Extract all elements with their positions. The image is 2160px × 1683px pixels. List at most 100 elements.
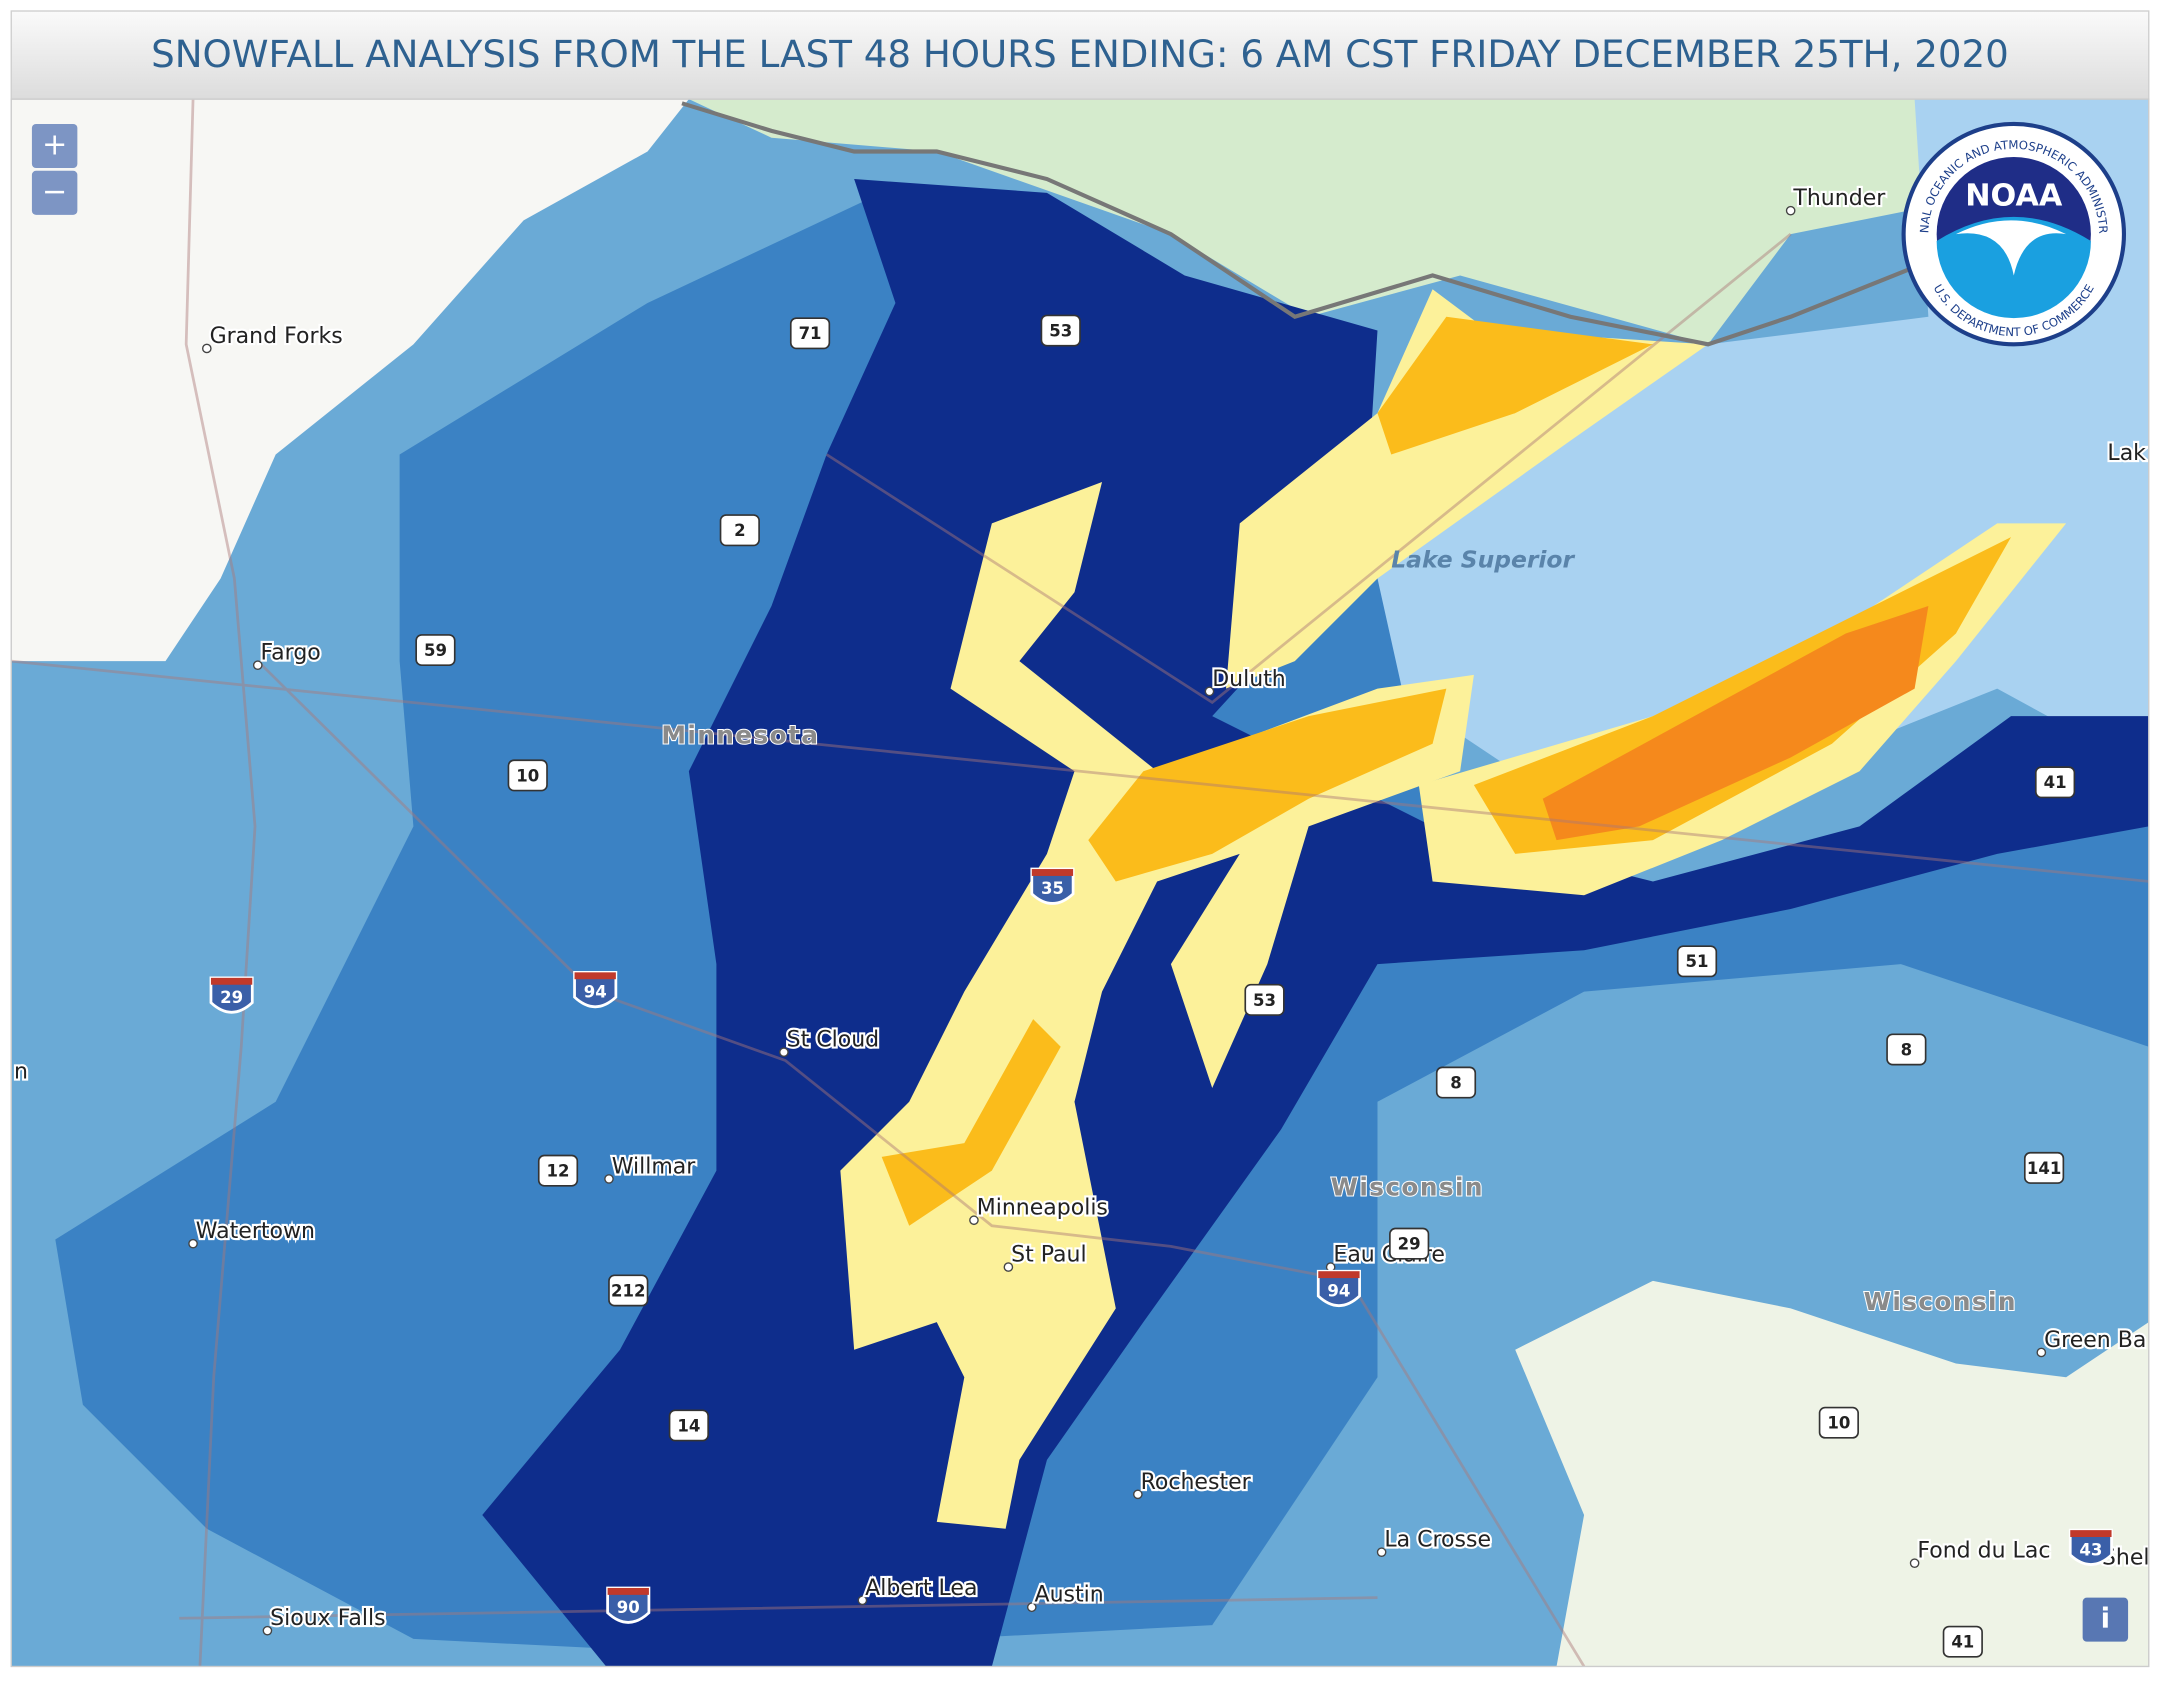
- highway-label: 53: [1253, 991, 1276, 1010]
- interstate-shield: [209, 976, 254, 1014]
- info-label[interactable]: i: [2101, 1603, 2110, 1635]
- logo-bird: [1955, 220, 2067, 276]
- place-dot: [252, 660, 263, 671]
- place-label: Sioux Falls: [270, 1606, 385, 1631]
- highway-shield: 10: [507, 759, 548, 792]
- route-shield: [2034, 766, 2076, 799]
- route-shield: [719, 514, 760, 547]
- place-dot: [188, 1238, 198, 1249]
- place-label: Thunder: [1792, 186, 1886, 211]
- place-dot: [779, 1047, 789, 1058]
- route-shield: [1435, 1066, 1477, 1099]
- place-dot: [2036, 1347, 2047, 1358]
- highway-shield: 41: [2034, 766, 2076, 799]
- highway-label: 53: [1049, 321, 1072, 340]
- place-label: Duluth: [1212, 667, 1286, 692]
- highway-shield: 53: [1040, 314, 1081, 347]
- land: [11, 99, 689, 662]
- highway-shield: 35: [1030, 867, 1075, 905]
- route-shield: [1886, 1033, 1927, 1066]
- zoom-in-button[interactable]: [31, 123, 78, 169]
- place-dot: [857, 1595, 868, 1606]
- highway-label: 212: [611, 1281, 645, 1300]
- interstate-shield: [606, 1586, 651, 1624]
- snow-extreme: [881, 1019, 1061, 1226]
- place-dot: [1204, 686, 1215, 697]
- route-shield: [2023, 1151, 2065, 1184]
- route-shield: [1389, 1227, 1430, 1260]
- map: Grand Forks Fargo Thunder Duluth St Cloud Wil…: [11, 99, 2149, 1667]
- interstate-shield: [573, 970, 618, 1009]
- highway-shield: 29: [1389, 1227, 1430, 1260]
- highway-shield: 14: [668, 1409, 709, 1442]
- place-dot: [202, 343, 212, 354]
- highway-shield: 53: [1244, 983, 1285, 1016]
- place-dot: [1003, 1262, 1014, 1272]
- snow-extreme: [1088, 688, 1447, 882]
- labels: Grand Forks Fargo Thunder Duluth St Cloud Wil…: [12, 184, 2149, 1658]
- highway-label: 51: [1686, 952, 1709, 971]
- interstate-band: [1318, 1271, 1360, 1279]
- highway-shield: 8: [1435, 1066, 1477, 1099]
- route-shield: [415, 634, 456, 667]
- water-label: Lake Superior: [1391, 545, 1575, 573]
- interstate-band: [210, 977, 253, 985]
- highway-label: 41: [1951, 1633, 1974, 1652]
- highway-label: 90: [617, 1598, 640, 1617]
- highway-label: 8: [1901, 1040, 1913, 1059]
- route-shield: [1676, 945, 1718, 978]
- snow-extreme: [1542, 605, 1929, 841]
- highway-label: 8: [1450, 1073, 1462, 1092]
- place-label: Watertown: [196, 1219, 315, 1244]
- region-label: Wisconsin: [1331, 1172, 1484, 1201]
- highway-label: 10: [516, 766, 539, 785]
- place-label: Minneapolis: [977, 1196, 1108, 1221]
- snow-very-heavy: [1225, 289, 1709, 689]
- place-label: Albert Lea: [865, 1576, 977, 1601]
- highway-shield: 90: [606, 1586, 651, 1624]
- highway-shield: 41: [1942, 1625, 1983, 1658]
- interstate-band: [574, 972, 616, 980]
- logo-text: NOAA: [1965, 178, 2063, 213]
- zoom-in-label[interactable]: +: [42, 127, 67, 162]
- place-label: Willmar: [612, 1154, 697, 1179]
- highway-label: 71: [799, 324, 822, 343]
- highway-shield: 8: [1886, 1033, 1927, 1066]
- place-label: Fond du Lac: [1917, 1539, 2050, 1564]
- highway-label: 41: [2044, 773, 2067, 792]
- place-label: Rochester: [1141, 1470, 1252, 1495]
- place-label: Fargo: [261, 641, 321, 666]
- route-shield: [1942, 1625, 1983, 1658]
- route-shield: [608, 1274, 649, 1307]
- highway-label: 94: [1327, 1281, 1350, 1300]
- highway-label: 29: [220, 988, 243, 1007]
- header-title: SNOWFALL ANALYSIS FROM THE LAST 48 HOURS…: [151, 32, 2009, 76]
- highway-shield: 94: [573, 970, 618, 1009]
- region-label: Minnesota: [661, 721, 819, 750]
- info-button[interactable]: [2082, 1597, 2129, 1642]
- zoom-out-label[interactable]: −: [42, 174, 67, 209]
- place-label: St Cloud: [787, 1028, 879, 1053]
- place-dot: [604, 1174, 614, 1184]
- border: [681, 101, 1930, 347]
- place-dot: [262, 1625, 273, 1636]
- highway-shield: 51: [1676, 945, 1718, 978]
- highway-shield: 2: [719, 514, 760, 547]
- highway-label: 14: [677, 1416, 700, 1435]
- roads: [11, 99, 2149, 1667]
- highway-label: 141: [2027, 1159, 2061, 1178]
- region-label: Wisconsin: [1864, 1287, 2017, 1316]
- zoom-out-button[interactable]: [31, 170, 78, 215]
- route-shield: [668, 1409, 709, 1442]
- place-dot: [969, 1215, 979, 1226]
- land: [1515, 1280, 2149, 1667]
- zoom-controls: + −: [31, 123, 78, 215]
- highway-shield: 43: [2068, 1528, 2113, 1566]
- highway-label: 94: [584, 982, 607, 1001]
- interstate-band: [1031, 869, 1074, 876]
- highway-shield: 10: [1818, 1406, 1859, 1439]
- route-shield: [537, 1154, 579, 1187]
- place-dot: [1026, 1602, 1037, 1613]
